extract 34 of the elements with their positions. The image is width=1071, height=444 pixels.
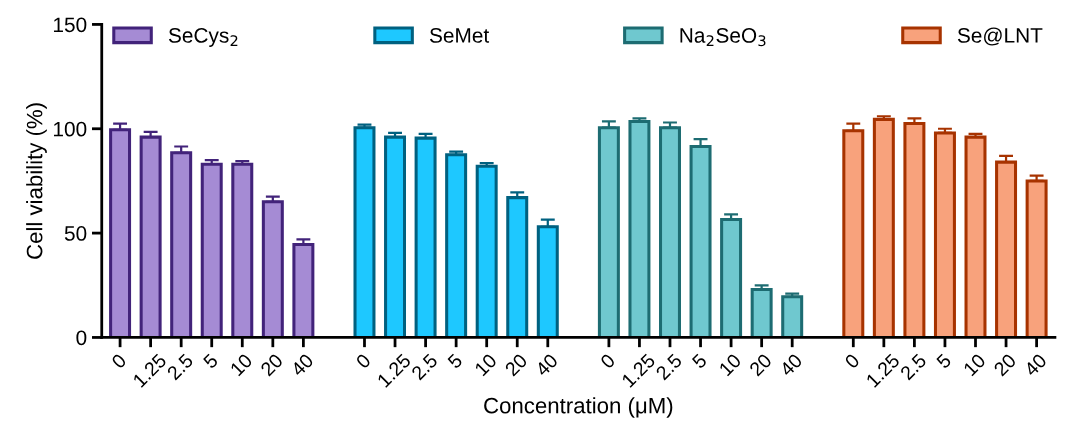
x-tick-label: 2.5 [410,352,439,381]
x-tick-label: 5 [691,353,708,370]
legend-label: Na$_{2}$SeO$_{3}$ [680,28,766,47]
x-tick-label: 20 [259,352,284,377]
x-tick-label: 40 [778,352,803,378]
x-tick-label: 10 [718,352,742,377]
x-tick-label: 0 [843,352,861,370]
y-tick-label: 100 [53,121,87,137]
x-tick-label: 2.5 [166,352,194,381]
x-tick-label: 5 [446,353,464,370]
x-tick-label: 40 [290,352,315,378]
x-tick-label: 10 [229,352,254,377]
y-tick-label: 50 [64,226,87,241]
x-tick-label: 20 [504,352,529,377]
x-tick-label: 10 [962,352,987,377]
x-tick-label: 2.5 [899,352,928,381]
legend-label: Se@LNT [957,27,1043,46]
x-tick-label: 5 [202,353,219,370]
y-tick-label: 150 [53,17,87,33]
x-tick-label: 2.5 [655,352,683,381]
x-tick-label: 20 [993,352,1017,377]
x-tick-label: 40 [534,352,559,378]
x-tick-label: 0 [599,352,616,370]
x-tick-label: 5 [935,353,952,370]
y-tick-label: 0 [76,330,87,346]
x-tick-label: 0 [355,352,372,370]
x-tick-label: 10 [474,352,498,377]
legend-label: SeCys$_{2}$ [168,28,238,47]
x-tick-label: 0 [110,352,128,370]
y-axis-title: Cell viability (%) [26,103,47,259]
x-axis-title: Concentration (μM) [484,397,673,418]
x-tick-label: 40 [1023,352,1048,378]
x-tick-label: 20 [748,352,773,377]
legend-label: SeMet [429,28,490,43]
